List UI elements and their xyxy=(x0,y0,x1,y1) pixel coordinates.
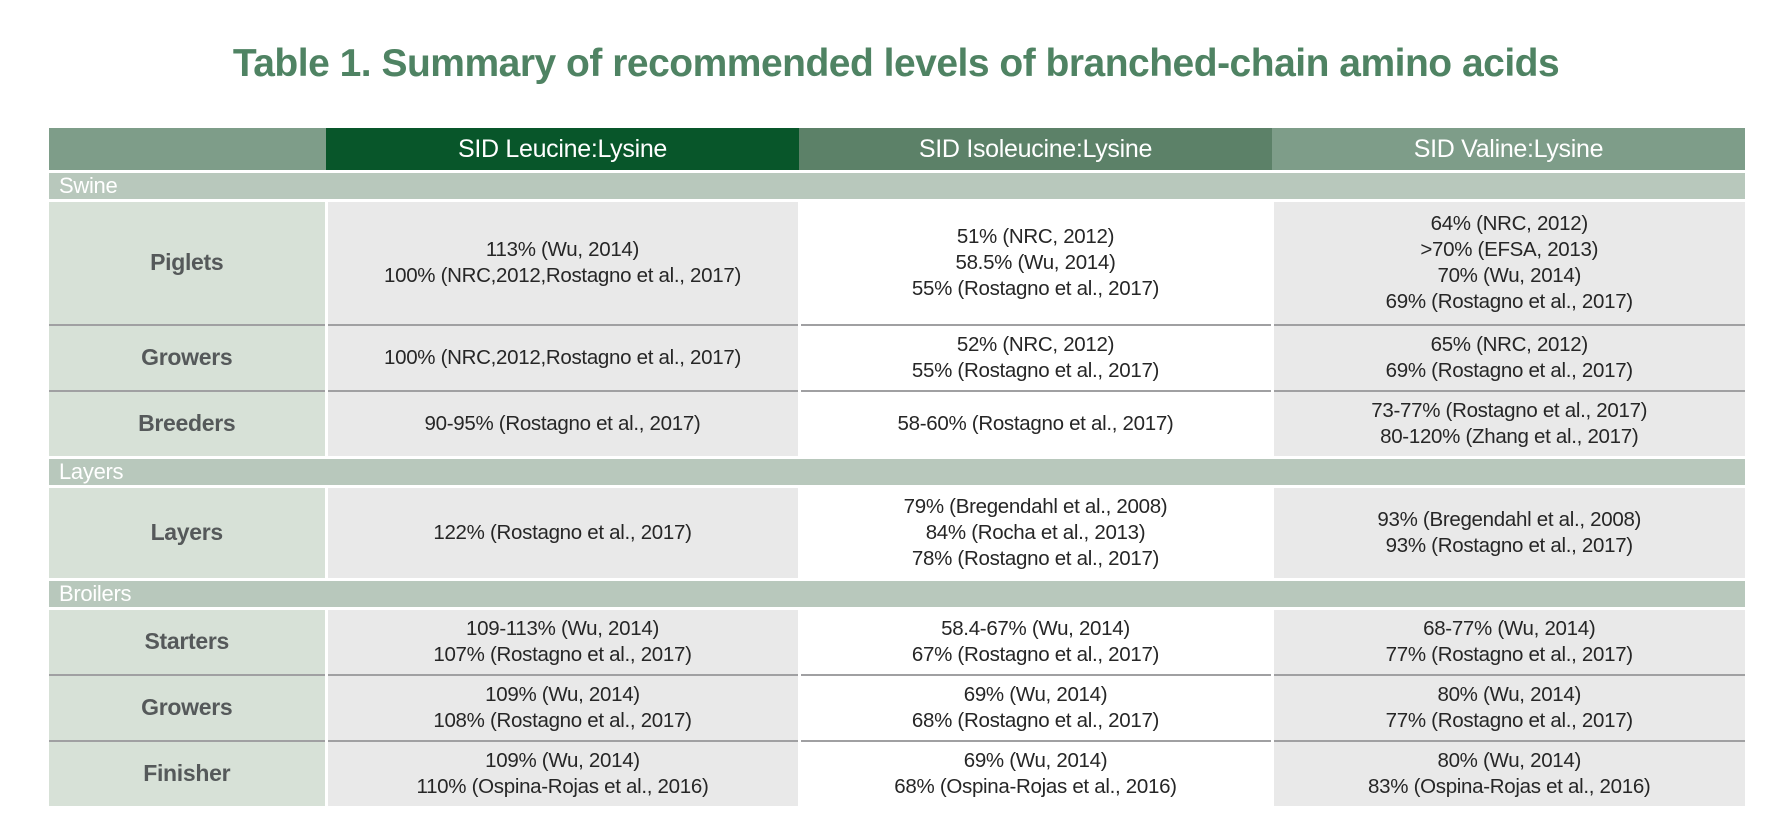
section-label: Broilers xyxy=(49,577,1745,608)
cell-valine: 93% (Bregendahl et al., 2008) 93% (Rosta… xyxy=(1270,486,1745,579)
table-row-piglets: Piglets 113% (Wu, 2014) 100% (NRC,2012,R… xyxy=(49,200,1745,325)
row-label: Starters xyxy=(49,608,326,675)
cell-valine: 64% (NRC, 2012) >70% (EFSA, 2013) 70% (W… xyxy=(1270,200,1745,325)
table-row-layers: Layers 122% (Rostagno et al., 2017) 79% … xyxy=(49,486,1745,579)
section-row-swine: Swine xyxy=(49,170,1745,201)
cell-isoleucine: 52% (NRC, 2012) 55% (Rostagno et al., 20… xyxy=(797,324,1272,391)
cell-leucine: 100% (NRC,2012,Rostagno et al., 2017) xyxy=(324,324,799,391)
section-row-broilers: Broilers xyxy=(49,577,1745,608)
header-sid-valine: SID Valine:Lysine xyxy=(1272,128,1745,172)
cell-isoleucine: 79% (Bregendahl et al., 2008) 84% (Rocha… xyxy=(797,486,1272,579)
row-label: Growers xyxy=(49,324,326,391)
row-label: Layers xyxy=(49,486,326,579)
cell-isoleucine: 51% (NRC, 2012) 58.5% (Wu, 2014) 55% (Ro… xyxy=(797,200,1272,325)
section-label: Layers xyxy=(49,455,1745,486)
cell-leucine: 109% (Wu, 2014) 108% (Rostagno et al., 2… xyxy=(324,674,799,741)
section-row-layers: Layers xyxy=(49,455,1745,486)
cell-valine: 65% (NRC, 2012) 69% (Rostagno et al., 20… xyxy=(1270,324,1745,391)
cell-isoleucine: 69% (Wu, 2014) 68% (Ospina-Rojas et al.,… xyxy=(797,740,1272,806)
row-label: Breeders xyxy=(49,390,326,457)
header-sid-isoleucine: SID Isoleucine:Lysine xyxy=(799,128,1272,172)
table-header-row: SID Leucine:Lysine SID Isoleucine:Lysine… xyxy=(49,128,1745,172)
cell-leucine: 122% (Rostagno et al., 2017) xyxy=(324,486,799,579)
cell-valine: 68-77% (Wu, 2014) 77% (Rostagno et al., … xyxy=(1270,608,1745,675)
row-label: Piglets xyxy=(49,200,326,325)
table-row-finisher: Finisher 109% (Wu, 2014) 110% (Ospina-Ro… xyxy=(49,740,1745,806)
cell-leucine: 109-113% (Wu, 2014) 107% (Rostagno et al… xyxy=(324,608,799,675)
table-row-growers-swine: Growers 100% (NRC,2012,Rostagno et al., … xyxy=(49,324,1745,391)
cell-isoleucine: 69% (Wu, 2014) 68% (Rostagno et al., 201… xyxy=(797,674,1272,741)
table-row-growers-broilers: Growers 109% (Wu, 2014) 108% (Rostagno e… xyxy=(49,674,1745,741)
table-title: Table 1. Summary of recommended levels o… xyxy=(232,42,1560,85)
row-label: Growers xyxy=(49,674,326,741)
header-sid-leucine: SID Leucine:Lysine xyxy=(326,128,799,172)
cell-valine: 80% (Wu, 2014) 83% (Ospina-Rojas et al.,… xyxy=(1270,740,1745,806)
cell-isoleucine: 58.4-67% (Wu, 2014) 67% (Rostagno et al.… xyxy=(797,608,1272,675)
amino-acid-table: SID Leucine:Lysine SID Isoleucine:Lysine… xyxy=(49,128,1745,806)
section-label: Swine xyxy=(49,170,1745,201)
cell-valine: 73-77% (Rostagno et al., 2017) 80-120% (… xyxy=(1270,390,1745,457)
header-empty-cell xyxy=(49,128,326,172)
cell-leucine: 90-95% (Rostagno et al., 2017) xyxy=(324,390,799,457)
cell-isoleucine: 58-60% (Rostagno et al., 2017) xyxy=(797,390,1272,457)
cell-valine: 80% (Wu, 2014) 77% (Rostagno et al., 201… xyxy=(1270,674,1745,741)
cell-leucine: 109% (Wu, 2014) 110% (Ospina-Rojas et al… xyxy=(324,740,799,806)
row-label: Finisher xyxy=(49,740,326,806)
cell-leucine: 113% (Wu, 2014) 100% (NRC,2012,Rostagno … xyxy=(324,200,799,325)
table-row-starters: Starters 109-113% (Wu, 2014) 107% (Rosta… xyxy=(49,608,1745,675)
table-row-breeders: Breeders 90-95% (Rostagno et al., 2017) … xyxy=(49,390,1745,457)
